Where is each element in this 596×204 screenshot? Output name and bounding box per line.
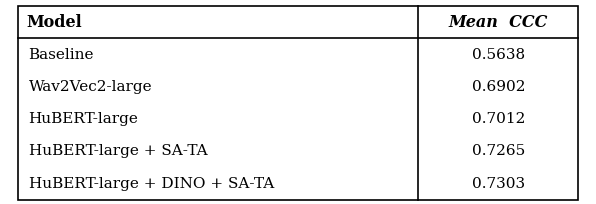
Text: HuBERT-large + SA-TA: HuBERT-large + SA-TA <box>29 144 207 159</box>
Text: 0.6902: 0.6902 <box>471 80 525 94</box>
Text: 0.7012: 0.7012 <box>471 112 525 126</box>
Text: Baseline: Baseline <box>29 48 94 62</box>
Text: HuBERT-large: HuBERT-large <box>29 112 138 126</box>
Text: Wav2Vec2-large: Wav2Vec2-large <box>29 80 152 94</box>
Text: 0.5638: 0.5638 <box>471 48 525 62</box>
Text: Model: Model <box>27 14 82 31</box>
Text: Mean  CCC: Mean CCC <box>449 14 548 31</box>
Text: HuBERT-large + DINO + SA-TA: HuBERT-large + DINO + SA-TA <box>29 177 274 191</box>
Text: 0.7265: 0.7265 <box>471 144 525 159</box>
Text: 0.7303: 0.7303 <box>471 177 525 191</box>
